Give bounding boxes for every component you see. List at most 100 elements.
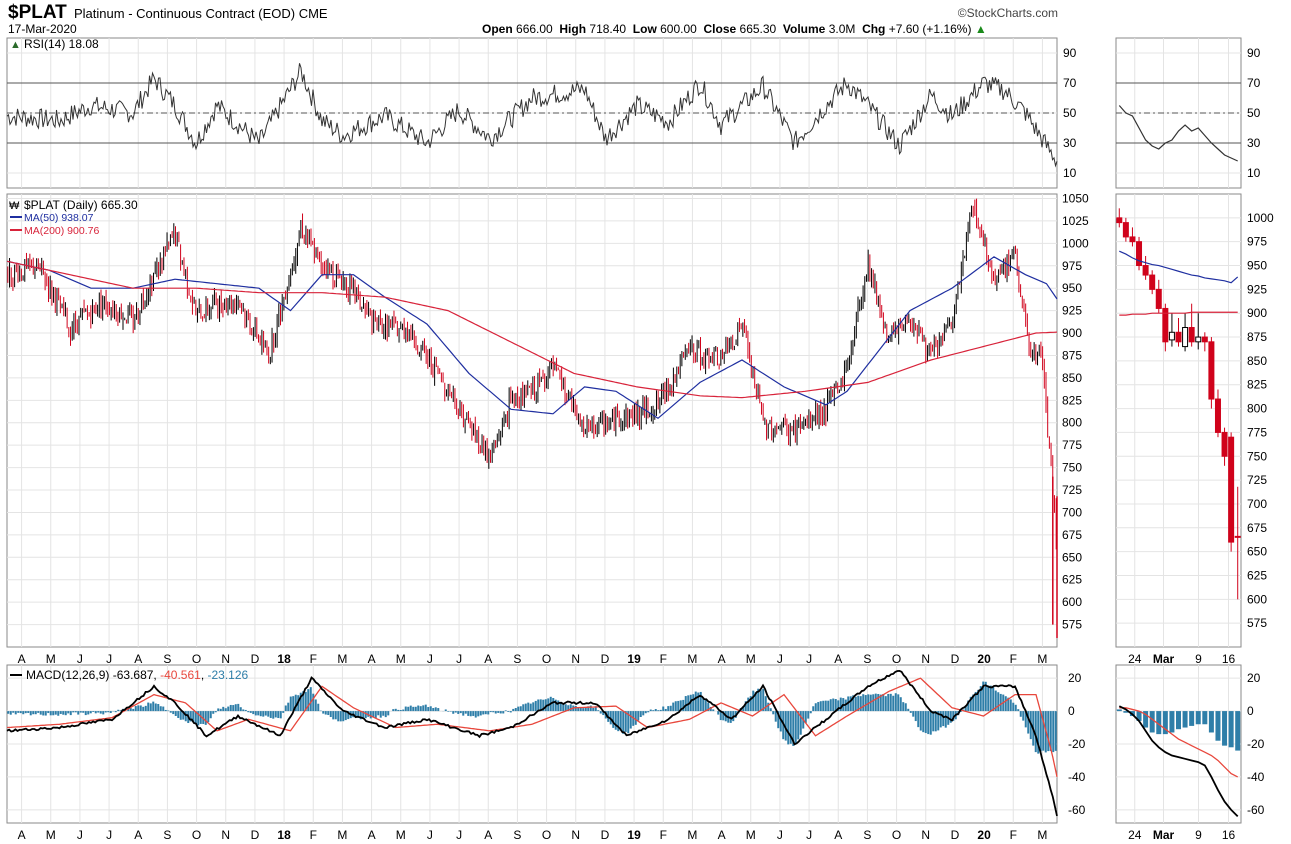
- macd-histogram-bar: [364, 711, 367, 719]
- macd-histogram-bar: [814, 703, 817, 712]
- macd-histogram-bar: [32, 711, 35, 715]
- macd-histogram-bar: [67, 711, 70, 714]
- price-xtick: A: [834, 652, 842, 666]
- low-value: 600.00: [660, 22, 697, 36]
- macd-xtick: M: [1037, 828, 1047, 842]
- macd-histogram-bar: [757, 688, 760, 712]
- price-xtick: M: [337, 652, 347, 666]
- macd-histogram-bar: [944, 711, 947, 728]
- macd-histogram-bar: [519, 706, 522, 712]
- macd-histogram-bar: [557, 700, 560, 712]
- macd-histogram-bar: [569, 704, 572, 712]
- macd-histogram-bar: [969, 696, 972, 712]
- macd-histogram-bar: [879, 694, 882, 712]
- macd-histogram-bar: [812, 706, 815, 712]
- macd-histogram-bar: [114, 711, 117, 713]
- macd-histogram-bar: [1024, 711, 1027, 728]
- macd-histogram-bar: [564, 704, 567, 712]
- macd-histogram-bar: [137, 705, 140, 712]
- macd-histogram-bar: [347, 711, 350, 720]
- macd-histogram-bar: [219, 708, 222, 712]
- macd-histogram-bar: [447, 711, 450, 712]
- zoom-candle-body: [1221, 431, 1228, 457]
- macd-histogram-bar: [224, 708, 227, 712]
- ohlc-readout: Open 666.00 High 718.40 Low 600.00 Close…: [482, 22, 987, 36]
- macd-histogram-bar: [162, 706, 165, 712]
- macd-histogram-bar: [332, 711, 335, 720]
- macd-histogram-bar: [522, 704, 525, 712]
- macd-histogram-bar: [899, 697, 902, 712]
- macd-histogram-bar: [574, 706, 577, 712]
- macd-xtick: 18: [277, 828, 291, 842]
- macd-histogram-bar: [997, 692, 1000, 712]
- high-value: 718.40: [589, 22, 627, 36]
- macd-histogram-bar: [609, 711, 612, 725]
- macd-histogram-bar: [887, 693, 890, 712]
- zoom-macd-histogram-bar: [1149, 711, 1155, 733]
- macd-histogram-bar: [142, 706, 145, 712]
- brand-label[interactable]: ©StockCharts.com: [957, 6, 1058, 20]
- price-xtick: M: [687, 652, 697, 666]
- macd-xtick: F: [660, 828, 667, 842]
- macd-histogram-bar: [747, 697, 750, 712]
- price-ytick: 625: [1062, 573, 1082, 587]
- price-ytick: 800: [1062, 416, 1082, 430]
- macd-histogram-bar: [794, 711, 797, 744]
- macd-histogram-bar: [942, 711, 945, 727]
- macd-histogram-bar: [562, 703, 565, 712]
- macd-histogram-bar: [1027, 711, 1030, 734]
- macd-ytick: -60: [1068, 803, 1086, 817]
- chg-value: +7.60 (+1.16%): [888, 22, 972, 36]
- price-xtick: S: [163, 652, 171, 666]
- macd-histogram-bar: [387, 711, 390, 716]
- macd-histogram-bar: [554, 699, 557, 712]
- macd-histogram-bar: [927, 711, 930, 735]
- macd-histogram-bar: [677, 700, 680, 712]
- price-xtick: A: [134, 652, 142, 666]
- macd-histogram-bar: [474, 711, 477, 718]
- macd-histogram-bar: [647, 711, 650, 713]
- macd-xtick: M: [746, 828, 756, 842]
- zoom-price-xtick: Mar: [1153, 652, 1175, 666]
- macd-histogram-bar: [584, 707, 587, 712]
- macd-legend-sep1: ,: [153, 668, 156, 682]
- macd-histogram-bar: [159, 706, 162, 712]
- macd-xtick: 19: [627, 828, 641, 842]
- macd-histogram-bar: [1042, 711, 1045, 751]
- macd-histogram-bar: [182, 711, 185, 720]
- macd-xtick: 20: [977, 828, 991, 842]
- macd-histogram-bar: [342, 711, 345, 722]
- macd-histogram-bar: [829, 699, 832, 712]
- macd-histogram-bar: [994, 690, 997, 712]
- macd-ytick: -20: [1068, 737, 1086, 751]
- zoom-rsi-ytick: 10: [1247, 166, 1261, 180]
- macd-histogram-bar: [304, 691, 307, 712]
- macd-xtick: S: [163, 828, 171, 842]
- macd-histogram-bar: [529, 703, 532, 712]
- price-ytick: 750: [1062, 461, 1082, 475]
- zoom-rsi-ytick: 90: [1247, 46, 1261, 60]
- price-ytick: 1025: [1062, 214, 1089, 228]
- macd-histogram-bar: [437, 708, 440, 712]
- macd-histogram-bar: [299, 692, 302, 712]
- macd-histogram-bar: [7, 711, 10, 714]
- price-xtick: O: [892, 652, 901, 666]
- macd-histogram-bar: [169, 711, 172, 713]
- macd-histogram-bar: [517, 706, 520, 712]
- macd-xtick: F: [310, 828, 317, 842]
- macd-histogram-bar: [44, 711, 47, 716]
- instrument-title: Platinum - Continuous Contract (EOD): [74, 6, 296, 21]
- macd-xtick: O: [192, 828, 201, 842]
- macd-histogram-bar: [49, 711, 52, 716]
- price-xtick: J: [456, 652, 462, 666]
- macd-histogram-bar: [47, 711, 50, 714]
- zoom-macd-histogram-bar: [1116, 709, 1122, 712]
- macd-histogram-bar: [624, 711, 627, 732]
- macd-histogram-bar: [897, 694, 900, 712]
- macd-histogram-bar: [982, 681, 985, 712]
- macd-histogram-bar: [384, 711, 387, 718]
- price-xtick: J: [777, 652, 783, 666]
- macd-histogram-bar: [477, 711, 480, 717]
- macd-histogram-bar: [717, 711, 720, 715]
